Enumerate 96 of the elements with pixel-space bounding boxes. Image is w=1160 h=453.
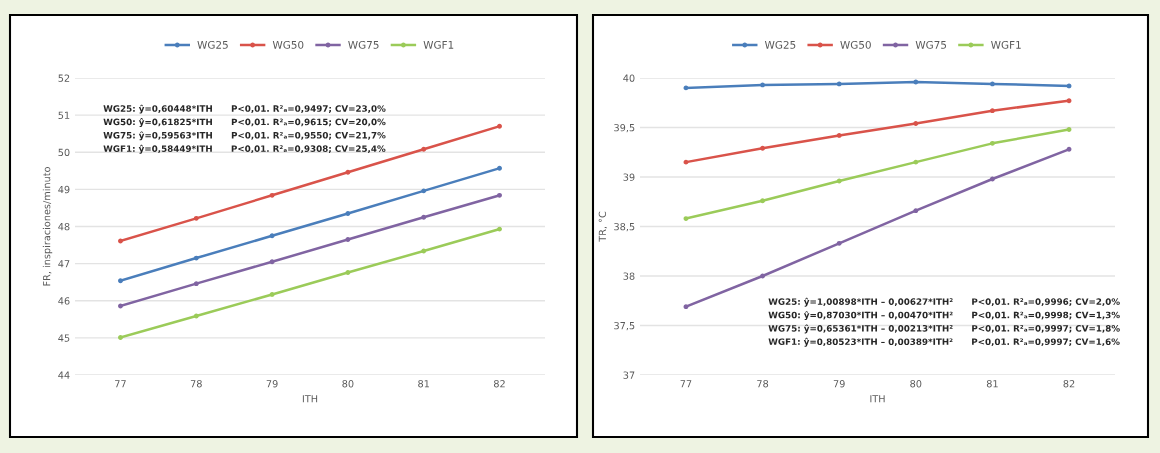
y-tick-label: 51 [58,111,70,119]
point [118,238,123,244]
legend-label: WG25 [764,40,796,49]
point [989,108,995,114]
point [269,233,275,239]
y-axis-title: TR, °C [598,211,608,242]
point [118,278,123,284]
legend-label: WG75 [348,40,379,49]
x-tick-label: 79 [833,380,845,388]
y-tick-label: 47 [58,260,70,268]
y-tick-label: 48 [58,222,70,231]
legend-label: WGF1 [991,40,1021,49]
x-tick-label: 80 [342,380,354,388]
x-axis-title: ITH [870,395,885,403]
point [989,140,995,146]
point [1066,127,1072,132]
legend-label: WGF1 [423,40,454,49]
y-axis-title: FR, inspiraciones/minuto [42,167,53,286]
y-tick-label: 45 [58,334,70,342]
annotation: WG50: ŷ=0,87030*ITH – 0,00470*ITH² P<0,01. R²ₐ=0,9998; CV=1,3% [768,311,1120,321]
y-tick-label: 37 [623,371,635,379]
legend-label: WG50 [840,40,871,49]
annotation: WG25: ŷ=1,00898*ITH – 0,00627*ITH² P<0,01. R²ₐ=0,9996; CV=2,0% [768,297,1120,307]
x-tick-label: 82 [1063,380,1075,388]
point [836,178,842,184]
y-tick-label: 37,5 [614,321,635,331]
point [683,304,689,310]
point [913,121,919,126]
point [1066,98,1072,104]
point [345,237,351,242]
point [118,335,123,340]
point [421,188,427,194]
point [683,85,689,91]
point [269,192,275,198]
x-axis-title: ITH [302,395,318,403]
point [421,146,427,152]
x-tick-label: 78 [757,380,769,388]
x-tick-label: 81 [986,380,998,388]
point [497,165,502,171]
point [760,273,766,279]
x-tick-label: 77 [680,380,692,388]
point [421,248,427,254]
point [193,255,199,261]
point [836,81,842,87]
x-tick-label: 80 [910,380,922,388]
point [989,176,995,182]
point [193,313,199,319]
y-tick-label: 39,5 [614,123,635,133]
y-tick-label: 52 [58,74,70,82]
point [683,216,689,222]
y-tick-label: 46 [58,297,70,305]
annotation: WG25: ŷ=0,60448*ITH P<0,01. R²ₐ=0,9497; CV=23,0% [103,104,386,114]
point [497,192,502,198]
y-tick-label: 44 [58,371,70,379]
annotation: WG50: ŷ=0,61825*ITH P<0,01. R²ₐ=0,9615; CV=20,0% [103,118,386,127]
x-tick-label: 79 [266,380,278,388]
point [345,169,351,175]
point [269,259,275,265]
point [913,79,919,85]
annotation: WG75: ŷ=0,65361*ITH – 0,00213*ITH² P<0,01. R²ₐ=0,9997; CV=1,8% [768,324,1120,334]
annotation: WG75: ŷ=0,59563*ITH P<0,01. R²ₐ=0,9550; CV=21,7% [103,131,386,141]
point [836,132,842,138]
legend-label: WG25 [197,40,228,49]
y-tick-label: 49 [58,185,70,194]
y-tick-label: 39 [623,173,635,181]
point [497,226,502,232]
y-tick-label: 50 [58,148,70,157]
point [760,145,766,151]
point [421,214,427,220]
point [193,215,199,221]
legend-label: WG75 [915,40,947,49]
point [989,81,995,87]
y-tick-label: 38 [623,272,635,280]
annotation: WGF1: ŷ=0,58449*ITH P<0,01. R²ₐ=0,9308; CV=25,4% [103,144,386,154]
point [913,159,919,165]
point [193,281,199,287]
point [345,211,351,216]
point [118,303,123,309]
point [760,82,766,88]
point [913,208,919,214]
x-tick-label: 77 [115,380,126,388]
point [760,198,766,204]
y-tick-label: 40 [623,74,635,82]
point [683,159,689,165]
point [836,240,842,246]
annotation: WGF1: ŷ=0,80523*ITH – 0,00389*ITH² P<0,01. R²ₐ=0,9997; CV=1,6% [768,337,1120,347]
x-tick-label: 82 [493,380,505,388]
point [1066,83,1072,89]
point [1066,146,1072,152]
point [269,292,275,297]
legend-label: WG50 [272,40,304,49]
point [497,123,502,129]
point [345,270,351,275]
y-tick-label: 38,5 [614,222,635,232]
x-tick-label: 78 [190,380,202,388]
x-tick-label: 81 [418,380,429,388]
